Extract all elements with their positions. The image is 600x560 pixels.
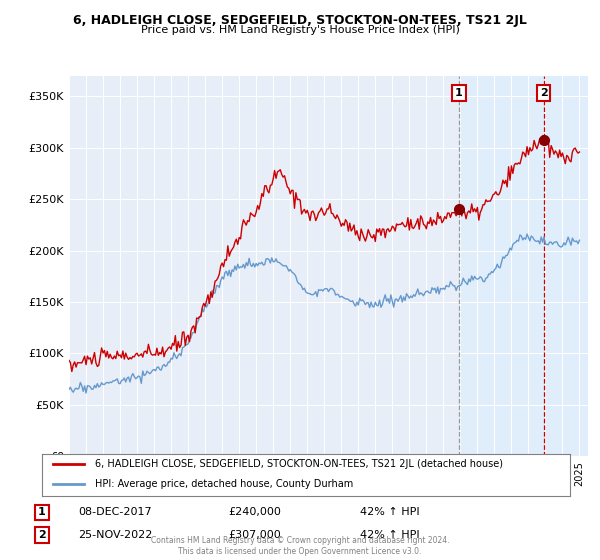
Text: £307,000: £307,000 — [228, 530, 281, 540]
Text: 42% ↑ HPI: 42% ↑ HPI — [360, 530, 419, 540]
Text: 1: 1 — [38, 507, 46, 517]
Text: 1: 1 — [455, 88, 463, 98]
Text: HPI: Average price, detached house, County Durham: HPI: Average price, detached house, Coun… — [95, 479, 353, 489]
Text: 6, HADLEIGH CLOSE, SEDGEFIELD, STOCKTON-ON-TEES, TS21 2JL (detached house): 6, HADLEIGH CLOSE, SEDGEFIELD, STOCKTON-… — [95, 459, 503, 469]
Text: 2: 2 — [540, 88, 548, 98]
Text: 08-DEC-2017: 08-DEC-2017 — [78, 507, 152, 517]
Text: Price paid vs. HM Land Registry's House Price Index (HPI): Price paid vs. HM Land Registry's House … — [140, 25, 460, 35]
Bar — [459, 76, 588, 456]
Text: 6, HADLEIGH CLOSE, SEDGEFIELD, STOCKTON-ON-TEES, TS21 2JL: 6, HADLEIGH CLOSE, SEDGEFIELD, STOCKTON-… — [73, 14, 527, 27]
Text: £240,000: £240,000 — [228, 507, 281, 517]
Text: 25-NOV-2022: 25-NOV-2022 — [78, 530, 152, 540]
Text: 42% ↑ HPI: 42% ↑ HPI — [360, 507, 419, 517]
Text: Contains HM Land Registry data © Crown copyright and database right 2024.
This d: Contains HM Land Registry data © Crown c… — [151, 536, 449, 556]
Text: 2: 2 — [38, 530, 46, 540]
